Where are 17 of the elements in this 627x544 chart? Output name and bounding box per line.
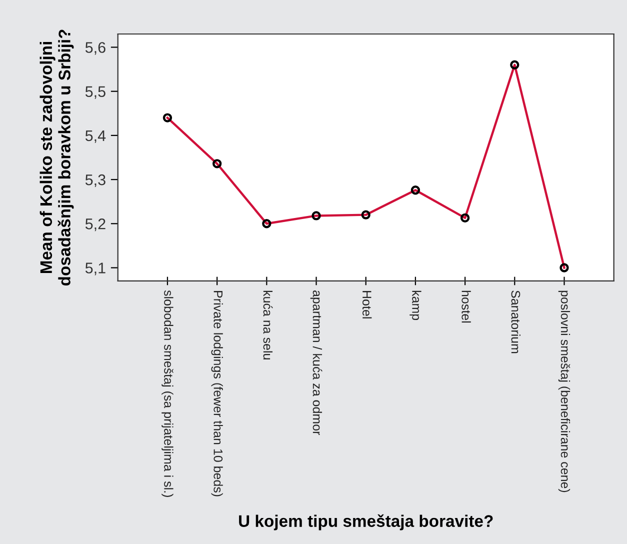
y-tick-label: 5,2 [85, 218, 106, 232]
x-tick-label: poslovni smeštaj (beneficirane cene) [558, 290, 570, 492]
x-tick-label: apartman / kuća za odmor [310, 290, 322, 436]
y-tick-label: 5,1 [85, 262, 106, 276]
x-tick-label: Sanatorium [511, 290, 520, 354]
x-tick-label: Private lodgings (fewer than 10 beds) [211, 291, 223, 496]
x-tick-label: slobodan smeštaj (sa prijateljima i sl.) [162, 290, 174, 497]
y-tick-label: 5,3 [85, 174, 106, 188]
x-tick-label: kuća na selu [263, 290, 273, 360]
y-tick-label: 5,5 [85, 86, 106, 99]
x-tick-label: kamp [410, 290, 422, 320]
x-axis-title: U kojem tipu smeštaja boravite? [239, 514, 493, 530]
x-tick-label: hostel [462, 290, 471, 323]
y-tick-label: 5,4 [85, 130, 106, 143]
y-axis-title: Mean of Koliko ste zadovoljni dosadašnjim boravkom u Srbiji? [40, 30, 74, 286]
y-tick-label: 5,6 [85, 42, 106, 55]
x-tick-label: Hotel [362, 291, 372, 318]
